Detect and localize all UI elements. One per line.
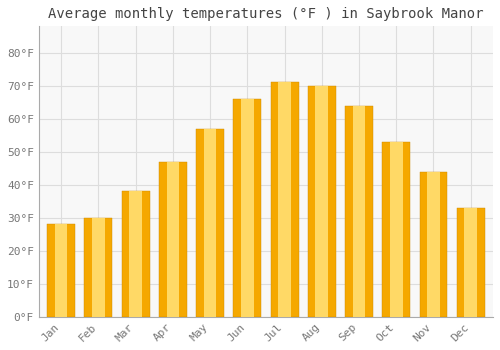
Bar [130, 191, 142, 317]
Bar [464, 208, 477, 317]
Bar [196, 128, 224, 317]
Bar [278, 82, 291, 317]
Bar [308, 86, 336, 317]
Bar [316, 86, 328, 317]
Bar [159, 162, 187, 317]
Bar [234, 99, 262, 317]
Bar [457, 208, 484, 317]
Bar [84, 218, 112, 317]
Bar [55, 224, 68, 317]
Bar [420, 172, 448, 317]
Bar [241, 99, 254, 317]
Bar [166, 162, 179, 317]
Bar [390, 142, 402, 317]
Bar [270, 82, 298, 317]
Bar [92, 218, 104, 317]
Bar [345, 105, 373, 317]
Bar [382, 142, 410, 317]
Bar [204, 128, 216, 317]
Bar [47, 224, 75, 317]
Bar [427, 172, 440, 317]
Title: Average monthly temperatures (°F ) in Saybrook Manor: Average monthly temperatures (°F ) in Sa… [48, 7, 484, 21]
Bar [122, 191, 150, 317]
Bar [352, 105, 366, 317]
